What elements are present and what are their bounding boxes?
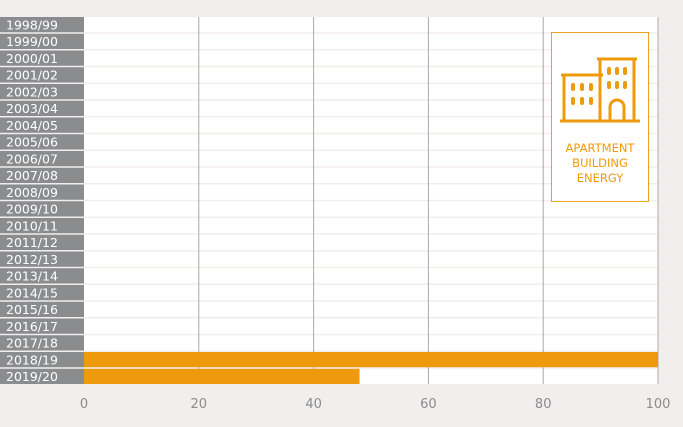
row-background [84,201,658,217]
x-tick-label: 0 [80,397,88,412]
category-cell [0,100,84,116]
apartment-building-icon [560,57,640,123]
category-cell [0,268,84,284]
bar [84,352,658,368]
category-cell [0,17,84,33]
category-label: 2001/02 [6,68,58,83]
category-label: 2009/10 [6,202,58,217]
category-cell [0,218,84,234]
legend-line: APARTMENT [565,141,635,155]
row-background [84,151,658,167]
category-cell [0,33,84,49]
row-background [84,33,658,49]
row-background [84,50,658,66]
category-cell [0,285,84,301]
row-background [84,251,658,267]
category-label: 2007/08 [6,168,58,183]
category-cell [0,117,84,133]
row-background [84,184,658,200]
row-background [84,84,658,100]
row-background [84,67,658,83]
row-background [84,167,658,183]
category-cell [0,50,84,66]
category-label: 2016/17 [6,319,58,334]
category-cell [0,151,84,167]
category-label: 2018/19 [6,352,58,367]
category-cell [0,184,84,200]
category-label: 2013/14 [6,269,58,284]
row-background [84,17,658,33]
legend-label: APARTMENT BUILDING ENERGY [566,141,635,186]
x-tick-label: 40 [305,397,322,412]
row-background [84,335,658,351]
category-label: 2005/06 [6,135,58,150]
category-cell [0,201,84,217]
category-cell [0,67,84,83]
legend: APARTMENT BUILDING ENERGY [551,32,649,202]
x-tick-label: 20 [191,397,208,412]
row-background [84,268,658,284]
row-background [84,100,658,116]
category-cell [0,251,84,267]
category-cell [0,318,84,334]
category-label: 2004/05 [6,118,58,133]
category-cell [0,84,84,100]
legend-line: BUILDING [572,156,628,170]
row-background [84,218,658,234]
category-cell [0,167,84,183]
legend-line: ENERGY [576,171,624,185]
category-label: 2014/15 [6,285,58,300]
row-background [84,117,658,133]
row-background [84,234,658,250]
category-label: 2000/01 [6,51,58,66]
category-cell [0,335,84,351]
category-label: 2010/11 [6,218,58,233]
category-label: 2011/12 [6,235,58,250]
category-cell [0,134,84,150]
x-tick-label: 80 [535,397,552,412]
category-label: 2017/18 [6,336,58,351]
category-cell [0,301,84,317]
category-label: 1999/00 [6,34,58,49]
category-label: 2012/13 [6,252,58,267]
category-cell [0,234,84,250]
category-label: 2019/20 [6,369,58,384]
row-background [84,134,658,150]
category-cell [0,352,84,368]
category-label: 1998/99 [6,17,58,32]
row-background [84,301,658,317]
row-background [84,285,658,301]
row-background [84,318,658,334]
x-tick-label: 60 [420,397,437,412]
bar [84,368,360,384]
category-label: 2006/07 [6,151,58,166]
category-label: 2008/09 [6,185,58,200]
category-cell [0,368,84,384]
x-tick-label: 100 [646,397,671,412]
category-label: 2003/04 [6,101,58,116]
category-label: 2002/03 [6,84,58,99]
category-label: 2015/16 [6,302,58,317]
